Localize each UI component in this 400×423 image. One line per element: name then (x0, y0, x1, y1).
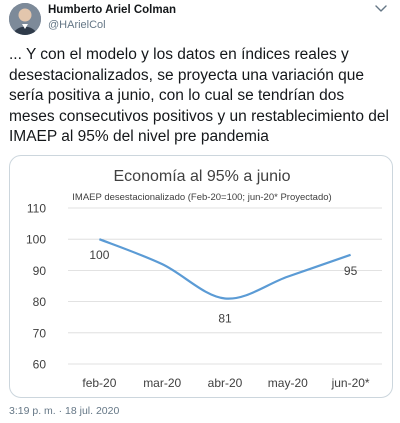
chart-title: Economía al 95% a junio (114, 168, 291, 185)
author-name[interactable]: Humberto Ariel Colman (48, 4, 177, 16)
profile-photo-icon (9, 3, 41, 35)
x-tick-label: mar-20 (143, 376, 181, 390)
y-tick-label: 100 (26, 233, 46, 247)
avatar[interactable] (9, 3, 41, 35)
y-tick-label: 80 (33, 295, 47, 309)
author-handle[interactable]: @HArielCol (48, 19, 106, 31)
y-tick-label: 90 (33, 264, 47, 278)
y-tick-label: 60 (33, 358, 47, 372)
chart-subtitle: IMAEP desestacionalizado (Feb-20=100; ju… (72, 192, 331, 203)
x-tick-label: may-20 (268, 376, 308, 390)
x-tick-label: jun-20* (331, 376, 370, 390)
data-label: 95 (344, 264, 358, 278)
chevron-down-icon[interactable] (374, 3, 388, 15)
data-label: 81 (218, 311, 232, 325)
tweet-text: ... Y con el modelo y los datos en índic… (9, 46, 389, 145)
tweet-timestamp[interactable]: 3:19 p. m. · 18 jul. 2020 (9, 405, 120, 417)
x-tick-label: abr-20 (208, 376, 243, 390)
y-tick-label: 110 (27, 202, 46, 216)
x-tick-label: feb-20 (82, 376, 116, 390)
y-tick-label: 70 (33, 326, 47, 340)
chart-image-card[interactable]: Economía al 95% a junio IMAEP desestacio… (9, 155, 393, 398)
line-chart: Economía al 95% a junio IMAEP desestacio… (26, 168, 382, 390)
tweet-header: Humberto Ariel Colman @HArielCol (0, 0, 400, 44)
data-label: 100 (89, 248, 109, 262)
series-line-0 (98, 238, 351, 300)
